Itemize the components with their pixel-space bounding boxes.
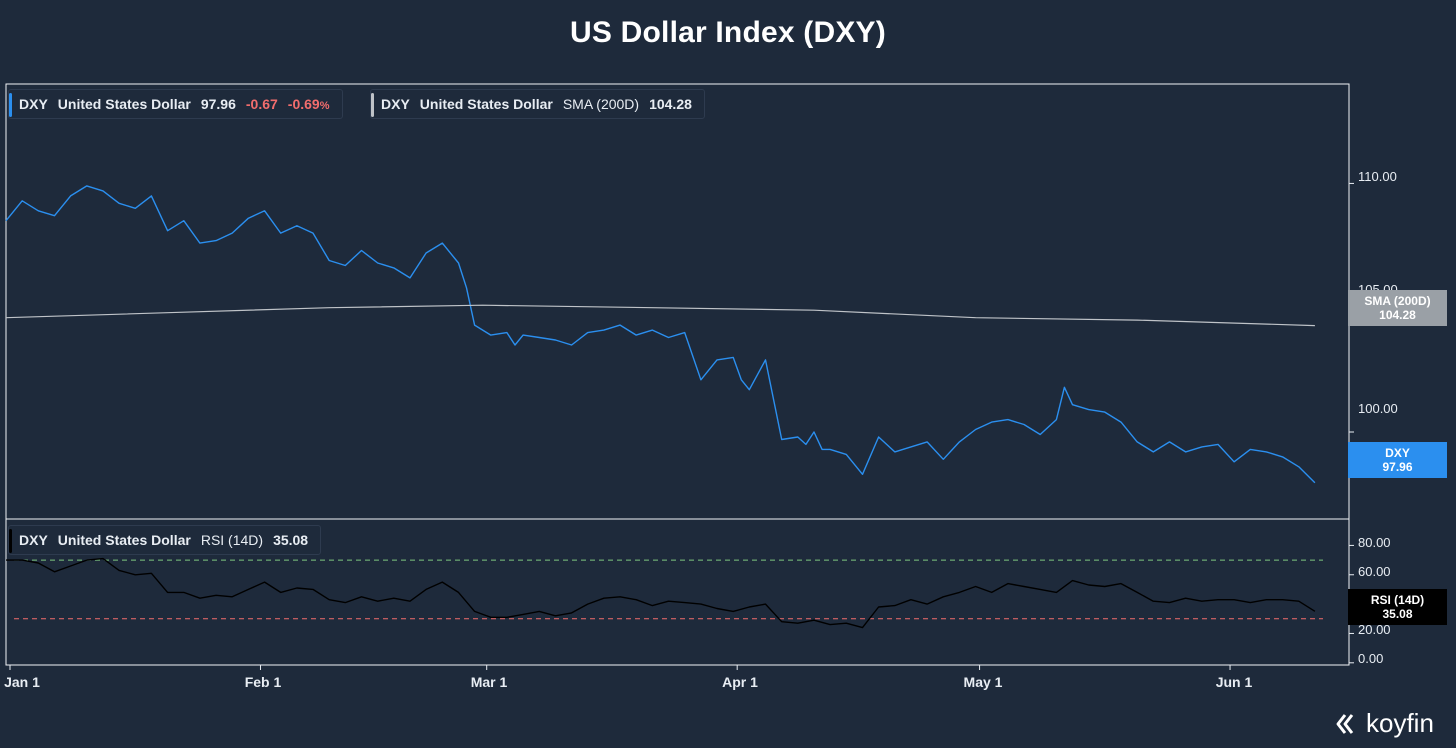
price-panel bbox=[5, 185, 1316, 484]
axis-ticks bbox=[9, 182, 1354, 670]
x-tick-label-apr: Apr 1 bbox=[722, 674, 758, 690]
dxy-price-line bbox=[5, 185, 1316, 484]
rsi-axis-label-20: 20.00 bbox=[1358, 622, 1391, 637]
sma-tag-label: SMA (200D) bbox=[1364, 294, 1431, 308]
legend-sma[interactable]: DXY United States Dollar SMA (200D) 104.… bbox=[370, 89, 705, 119]
legend-rsi-color-bar bbox=[9, 529, 12, 553]
dxy-tag-value: 97.96 bbox=[1382, 460, 1413, 474]
dxy-tag-label: DXY bbox=[1385, 446, 1410, 460]
legend-sma-value: 104.28 bbox=[649, 96, 692, 112]
legend-dxy-pct-sign: % bbox=[319, 100, 330, 112]
legend-dxy-change-pct-value: -0.69 bbox=[287, 96, 320, 112]
rsi-axis-label-60: 60.00 bbox=[1358, 564, 1391, 579]
legend-rsi-value: 35.08 bbox=[273, 532, 309, 548]
legend-sma-ticker: DXY bbox=[381, 96, 410, 112]
x-tick-label-feb: Feb 1 bbox=[244, 674, 282, 690]
chart-title: US Dollar Index (DXY) bbox=[570, 16, 886, 49]
rsi-tag-label: RSI (14D) bbox=[1370, 593, 1425, 607]
legend-dxy-ticker: DXY bbox=[19, 96, 48, 112]
legend-rsi-indicator: RSI (14D) bbox=[200, 532, 264, 548]
legend-sma-name: United States Dollar bbox=[419, 96, 553, 112]
legend-rsi-name: United States Dollar bbox=[57, 532, 191, 548]
rsi-axis-label-0: 0.00 bbox=[1358, 651, 1384, 666]
x-tick-label-mar: Mar 1 bbox=[470, 674, 508, 690]
legend-dxy[interactable]: DXY United States Dollar 97.96 -0.67 -0.… bbox=[8, 89, 343, 119]
legend-sma-color-bar bbox=[371, 93, 374, 117]
legend-dxy-name: United States Dollar bbox=[57, 96, 191, 112]
rsi-panel bbox=[6, 557, 1323, 629]
koyfin-logo-icon bbox=[1336, 713, 1354, 734]
rsi-14d-line bbox=[6, 557, 1316, 629]
legend-dxy-change-pct: -0.69% bbox=[288, 96, 330, 112]
rsi-axis-label-80: 80.00 bbox=[1358, 535, 1391, 550]
rsi-tag-value: 35.08 bbox=[1382, 607, 1413, 621]
legend-dxy-value: 97.96 bbox=[200, 96, 236, 112]
rsi-value-tag: RSI (14D) 35.08 bbox=[1348, 589, 1447, 625]
x-tick-label-jun: Jun 1 bbox=[1215, 674, 1253, 690]
legend-dxy-change: -0.67 bbox=[245, 96, 278, 112]
x-tick-label-jan: Jan 1 bbox=[4, 674, 40, 690]
price-panel-frame bbox=[5, 83, 1350, 520]
legend-rsi[interactable]: DXY United States Dollar RSI (14D) 35.08 bbox=[8, 525, 322, 555]
koyfin-brand: koyfin bbox=[1336, 708, 1434, 739]
dxy-value-tag: DXY 97.96 bbox=[1348, 442, 1447, 478]
sma-value-tag: SMA (200D) 104.28 bbox=[1348, 290, 1447, 326]
price-axis-label-100: 100.00 bbox=[1358, 401, 1398, 416]
sma-tag-value: 104.28 bbox=[1379, 308, 1416, 322]
x-tick-label-may: May 1 bbox=[963, 674, 1003, 690]
legend-dxy-color-bar bbox=[9, 93, 12, 117]
sma-200d-line bbox=[5, 304, 1315, 327]
brand-name: koyfin bbox=[1366, 708, 1434, 738]
legend-rsi-ticker: DXY bbox=[19, 532, 48, 548]
price-axis-label-110: 110.00 bbox=[1358, 169, 1397, 184]
legend-sma-indicator: SMA (200D) bbox=[562, 96, 640, 112]
